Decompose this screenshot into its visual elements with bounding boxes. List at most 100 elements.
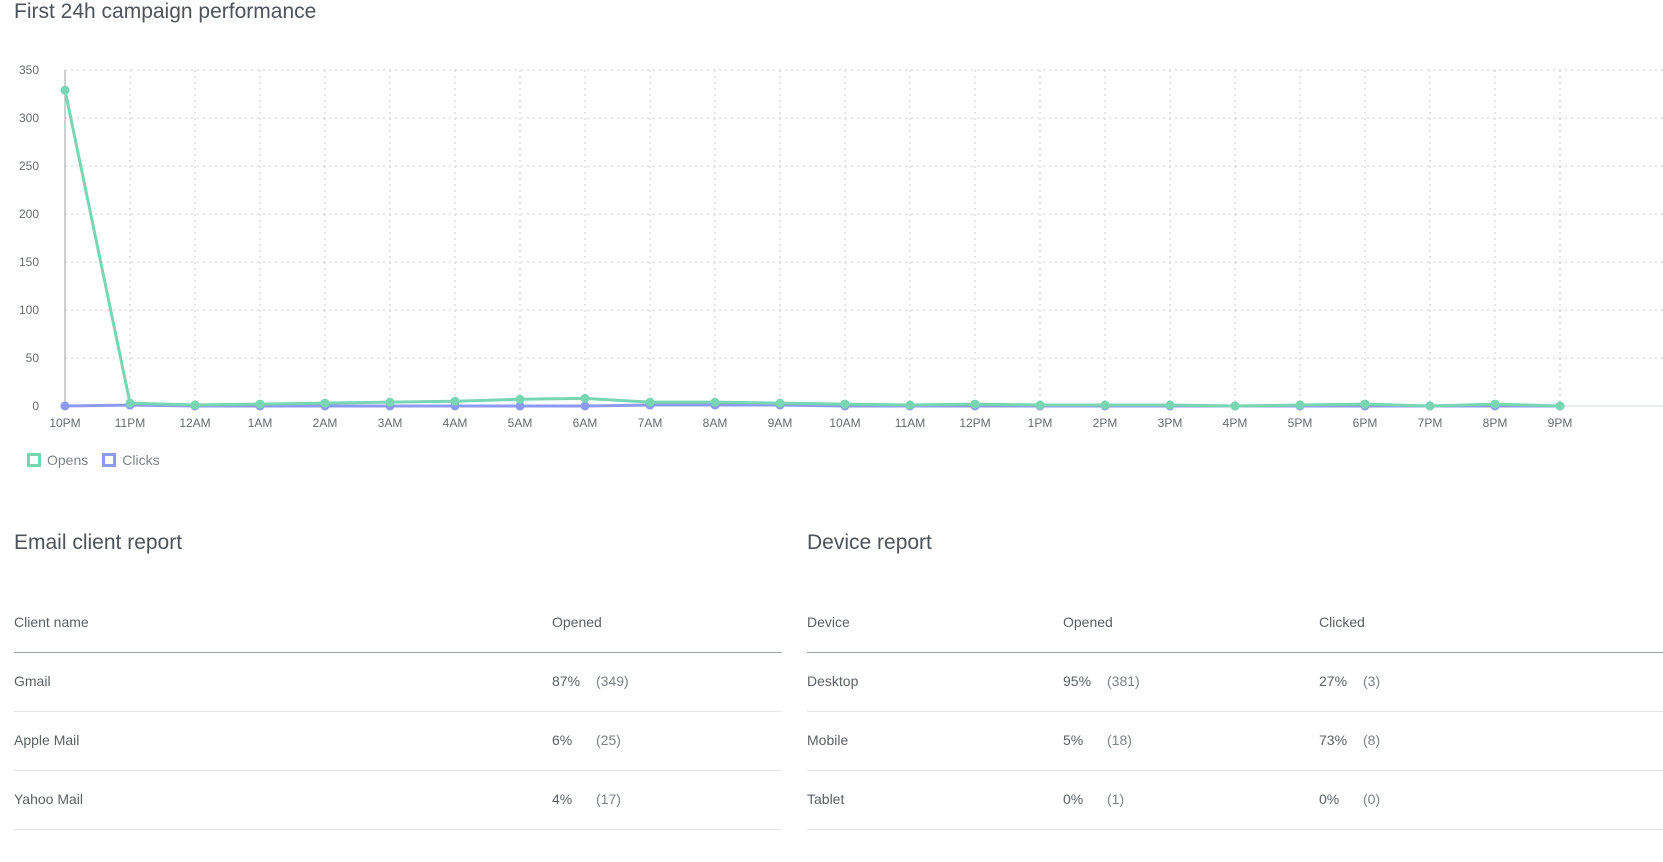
clicked-value: 27% (3): [1319, 673, 1380, 689]
data-point-opens: [970, 399, 980, 409]
device-name: Tablet: [807, 791, 845, 807]
x-tick-label: 10PM: [49, 416, 80, 430]
client-name: Yahoo Mail: [14, 791, 84, 807]
data-point-opens: [840, 399, 850, 409]
opened-count: (25): [596, 732, 621, 748]
data-point-opens: [60, 85, 70, 95]
opened-value: 6% (25): [552, 732, 621, 748]
y-tick-label: 300: [19, 111, 39, 125]
column-header-opened: Opened: [1063, 614, 1113, 630]
y-tick-label: 250: [19, 159, 39, 173]
legend-swatch-opens: [27, 453, 41, 467]
column-header-opened: Opened: [552, 614, 602, 630]
opened-count: (1): [1107, 791, 1125, 807]
device-name: Desktop: [807, 673, 859, 689]
x-tick-label: 8PM: [1483, 416, 1508, 430]
opened-percent: 87%: [552, 673, 581, 689]
opened-percent: 6%: [552, 732, 573, 748]
opened-count: (18): [1107, 732, 1132, 748]
x-tick-label: 2AM: [313, 416, 338, 430]
series-line-opens: [63, 89, 1561, 408]
chart-legend: Opens Clicks: [27, 452, 160, 468]
x-tick-label: 12AM: [179, 416, 210, 430]
x-tick-label: 6AM: [573, 416, 598, 430]
y-tick-label: 50: [26, 351, 40, 365]
opened-count: (349): [596, 673, 629, 689]
x-tick-label: 6PM: [1353, 416, 1378, 430]
chart-series: [60, 85, 1565, 411]
legend-item-opens[interactable]: Opens: [27, 452, 88, 468]
x-tick-label: 9PM: [1548, 416, 1573, 430]
table-row: Apple Mail 6% (25): [14, 712, 782, 771]
data-point-opens: [385, 397, 395, 407]
client-name: Apple Mail: [14, 732, 80, 748]
data-point-clicks: [580, 401, 590, 411]
opened-percent: 5%: [1063, 732, 1084, 748]
data-point-opens: [1425, 401, 1435, 411]
clicked-percent: 27%: [1319, 673, 1348, 689]
data-point-opens: [580, 393, 590, 403]
clicked-count: (8): [1363, 732, 1381, 748]
table-row: Mobile 5% (18) 73% (8): [807, 712, 1663, 771]
opened-value: 95% (381): [1063, 673, 1140, 689]
table-row: Desktop 95% (381) 27% (3): [807, 653, 1663, 712]
x-tick-label: 1PM: [1028, 416, 1053, 430]
opened-percent: 95%: [1063, 673, 1092, 689]
y-tick-label: 0: [32, 399, 39, 413]
data-point-opens: [1295, 400, 1305, 410]
y-tick-label: 150: [19, 255, 39, 269]
x-tick-label: 2PM: [1093, 416, 1118, 430]
data-point-opens: [1490, 399, 1500, 409]
chart-grid: [65, 69, 1663, 407]
clicked-percent: 73%: [1319, 732, 1348, 748]
table-header: Device Opened Clicked: [807, 600, 1663, 653]
data-point-opens: [1230, 401, 1240, 411]
x-tick-label: 7PM: [1418, 416, 1443, 430]
x-tick-label: 5PM: [1288, 416, 1313, 430]
x-tick-label: 12PM: [959, 416, 990, 430]
data-point-opens: [645, 397, 655, 407]
clicked-value: 0% (0): [1319, 791, 1380, 807]
x-tick-label: 4AM: [443, 416, 468, 430]
email-client-report-title: Email client report: [14, 531, 183, 554]
clicked-percent: 0%: [1319, 791, 1340, 807]
legend-label-clicks: Clicks: [122, 452, 160, 468]
x-tick-label: 4PM: [1223, 416, 1248, 430]
y-tick-label: 200: [19, 207, 39, 221]
device-report-title: Device report: [807, 531, 932, 554]
x-tick-label: 3PM: [1158, 416, 1183, 430]
y-tick-label: 100: [19, 303, 39, 317]
device-name: Mobile: [807, 732, 849, 748]
legend-label-opens: Opens: [47, 452, 89, 468]
performance-chart: 0 50 100 150 200 250 300 350 10PM 11PM 12AM 1AM 2AM 3…: [19, 63, 1663, 430]
opened-value: 0% (1): [1063, 791, 1124, 807]
data-point-opens: [515, 394, 525, 404]
data-point-opens: [905, 400, 915, 410]
clicked-count: (3): [1363, 673, 1381, 689]
data-point-opens: [1555, 401, 1565, 411]
data-point-clicks: [515, 401, 525, 411]
data-point-opens: [1360, 399, 1370, 409]
data-point-opens: [775, 398, 785, 408]
table-row: Yahoo Mail 4% (17): [14, 771, 782, 830]
data-point-opens: [1165, 400, 1175, 410]
data-point-opens: [255, 399, 265, 409]
opened-value: 4% (17): [552, 791, 621, 807]
opened-percent: 4%: [552, 791, 573, 807]
column-header-clicked: Clicked: [1319, 614, 1365, 630]
table-row: Tablet 0% (1) 0% (0): [807, 771, 1663, 830]
column-header-device: Device: [807, 614, 850, 630]
data-point-opens: [320, 398, 330, 408]
data-point-clicks: [60, 401, 70, 411]
opened-percent: 0%: [1063, 791, 1084, 807]
legend-item-clicks[interactable]: Clicks: [102, 452, 160, 468]
x-tick-label: 1AM: [248, 416, 273, 430]
data-point-opens: [190, 400, 200, 410]
opened-value: 5% (18): [1063, 732, 1132, 748]
x-tick-label: 10AM: [829, 416, 860, 430]
data-point-opens: [125, 398, 135, 408]
opened-count: (381): [1107, 673, 1140, 689]
data-point-opens: [450, 396, 460, 406]
x-tick-label: 11AM: [895, 416, 925, 430]
data-point-opens: [710, 397, 720, 407]
